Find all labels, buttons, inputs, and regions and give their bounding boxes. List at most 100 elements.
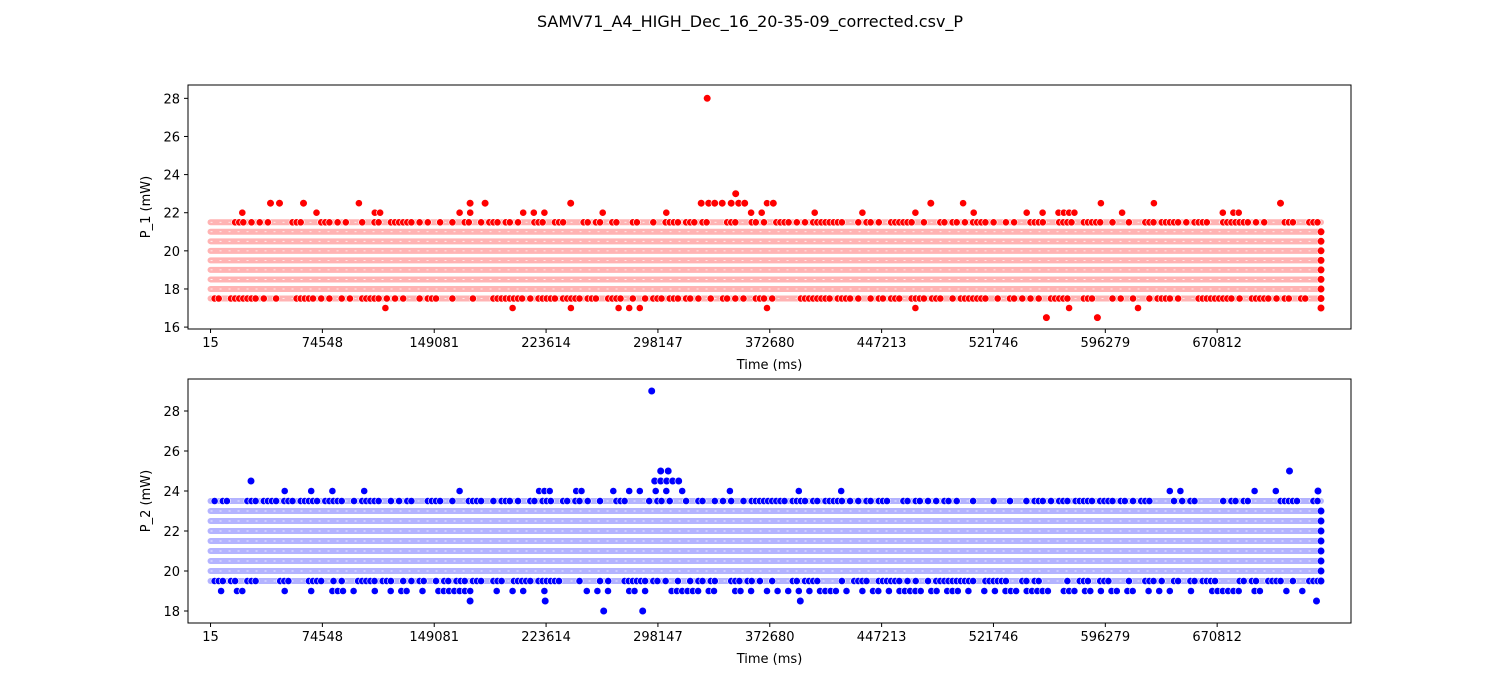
- x-tick-label: 447213: [857, 336, 907, 351]
- data-point: [920, 294, 928, 303]
- data-point: [337, 294, 346, 303]
- data-point: [801, 218, 809, 227]
- data-point: [959, 199, 967, 208]
- data-point: [690, 218, 699, 227]
- data-point: [448, 218, 457, 227]
- data-point: [399, 294, 408, 303]
- data-point: [838, 577, 846, 585]
- data-point: [231, 577, 239, 585]
- data-point: [686, 577, 695, 585]
- x-tick-label: 298147: [633, 630, 683, 645]
- data-point: [813, 497, 822, 505]
- data-point: [664, 466, 673, 476]
- data-point: [736, 587, 745, 595]
- data-point: [989, 218, 998, 227]
- data-point: [284, 577, 293, 585]
- data-point: [1108, 218, 1117, 227]
- x-tick-label: 149081: [409, 336, 459, 351]
- data-point: [325, 294, 334, 303]
- data-point: [674, 294, 682, 303]
- data-point: [374, 294, 383, 303]
- data-point: [328, 487, 337, 495]
- data-point: [526, 294, 535, 303]
- data-point: [879, 294, 887, 303]
- data-point: [874, 587, 883, 595]
- data-point: [674, 218, 682, 227]
- data-point: [854, 294, 863, 303]
- data-point: [519, 587, 528, 595]
- data-point: [1120, 497, 1129, 505]
- data-point: [508, 304, 517, 312]
- data-point: [866, 497, 875, 505]
- data-point: [272, 294, 280, 303]
- data-point: [1038, 497, 1047, 505]
- data-point: [218, 577, 227, 585]
- data-point: [980, 587, 989, 595]
- data-point: [1289, 577, 1297, 585]
- data-point: [1118, 208, 1126, 217]
- data-point: [1012, 587, 1020, 595]
- data-point: [1182, 218, 1191, 227]
- data-point: [747, 587, 755, 595]
- data-point: [813, 577, 822, 585]
- data-point: [1063, 497, 1072, 505]
- data-point: [706, 294, 715, 303]
- data-point: [662, 487, 671, 495]
- data-point: [768, 294, 777, 303]
- data-point: [1155, 587, 1164, 595]
- data-point: [1316, 237, 1326, 246]
- data-point: [723, 294, 731, 303]
- data-point: [1316, 265, 1326, 275]
- y-axis-label: P_2 (mW): [139, 470, 154, 532]
- data-point: [1276, 577, 1285, 585]
- data-point: [288, 497, 297, 505]
- data-point: [657, 294, 666, 303]
- data-point: [337, 497, 346, 505]
- data-point: [1264, 294, 1273, 303]
- data-point: [402, 587, 411, 595]
- data-point: [1316, 256, 1326, 265]
- y-tick-label: 16: [163, 321, 180, 336]
- data-point: [1022, 208, 1031, 217]
- data-point: [769, 199, 778, 208]
- data-point: [1108, 497, 1117, 505]
- data-point: [477, 577, 485, 585]
- data-point: [309, 294, 317, 303]
- y-tick-label: 20: [163, 245, 180, 260]
- data-point: [647, 386, 656, 396]
- data-point: [763, 304, 771, 312]
- data-point: [710, 587, 718, 595]
- data-point: [1065, 304, 1073, 312]
- data-point: [635, 487, 644, 495]
- data-point: [418, 587, 427, 595]
- data-point: [1034, 294, 1043, 303]
- data-point: [686, 294, 695, 303]
- data-point: [345, 294, 354, 303]
- y-tick-label: 22: [163, 207, 180, 222]
- data-point: [596, 218, 604, 227]
- data-point: [635, 304, 644, 312]
- data-point: [460, 577, 469, 585]
- data-point: [477, 497, 485, 505]
- data-point: [926, 199, 935, 208]
- data-point: [386, 587, 395, 595]
- data-point: [1252, 218, 1260, 227]
- data-point: [1289, 218, 1297, 227]
- data-point: [1316, 566, 1326, 576]
- sparse-marker-group: [210, 487, 1322, 595]
- data-point: [810, 208, 819, 217]
- data-point: [628, 294, 637, 303]
- data-point: [577, 487, 586, 495]
- data-point: [1149, 218, 1158, 227]
- data-point: [838, 497, 846, 505]
- data-point: [1038, 218, 1047, 227]
- data-point: [698, 577, 707, 585]
- data-point: [662, 208, 671, 217]
- data-point: [1231, 497, 1240, 505]
- data-point: [466, 596, 475, 606]
- data-point: [1018, 294, 1027, 303]
- x-axis-label: Time (ms): [736, 652, 803, 667]
- data-point: [846, 497, 854, 505]
- data-point: [641, 587, 649, 595]
- outlier-group: [246, 386, 1326, 616]
